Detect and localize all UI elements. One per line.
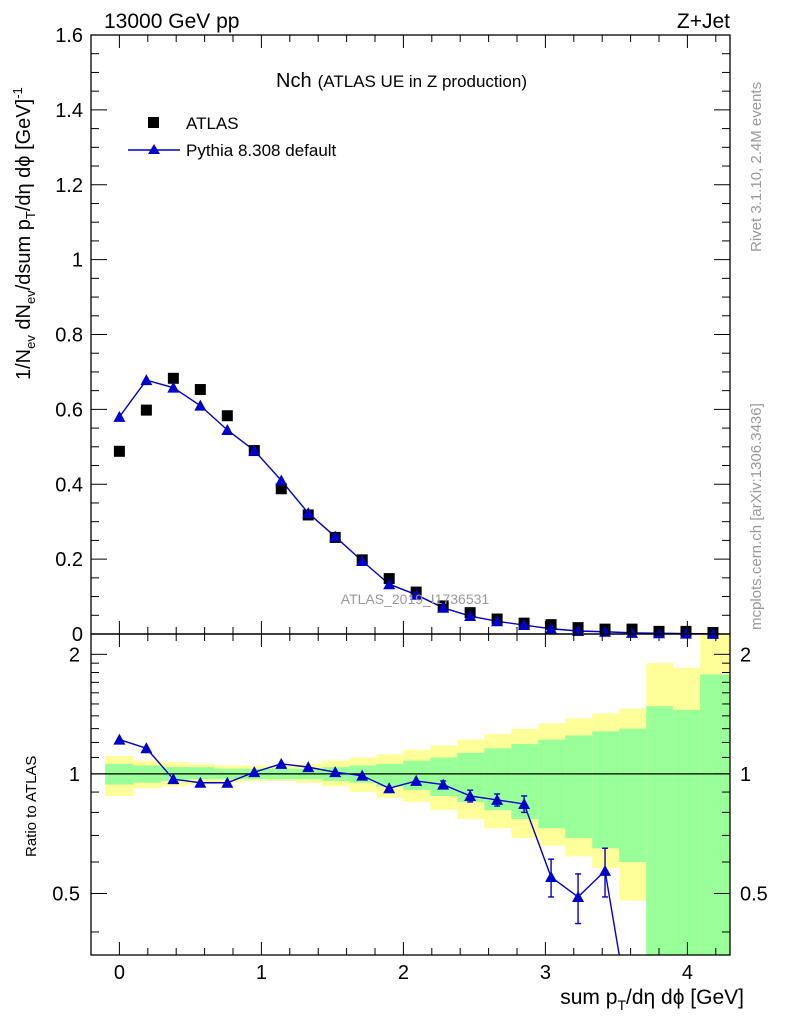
green-band xyxy=(538,739,566,829)
mc-point xyxy=(167,381,180,393)
ratio-point xyxy=(140,742,153,754)
ratio-point xyxy=(221,776,234,788)
mc-point xyxy=(410,588,423,600)
y-tick-label: 0.6 xyxy=(55,399,83,421)
y-tick-label: 1.2 xyxy=(55,175,83,197)
ratio-point xyxy=(248,766,261,778)
x-axis-label: sum pT/dη dϕ [GeV] xyxy=(560,986,744,1013)
x-tick-label: 4 xyxy=(682,962,693,984)
data-point xyxy=(167,372,179,384)
green-band xyxy=(673,709,701,955)
ratio-y-axis-label: Ratio to ATLAS xyxy=(23,756,40,857)
ratio-point xyxy=(275,757,288,769)
ratio-tick-label-left: 0.5 xyxy=(52,883,80,905)
legend-data-label: ATLAS xyxy=(186,114,239,133)
y-tick-label: 1.6 xyxy=(55,25,83,47)
mc-point xyxy=(518,619,531,631)
mc-point xyxy=(302,507,315,519)
y-tick-label: 1.4 xyxy=(55,100,83,122)
ratio-point xyxy=(599,864,612,876)
data-point xyxy=(113,445,125,457)
mc-point xyxy=(626,626,639,638)
mc-point xyxy=(437,601,450,613)
ratio-point xyxy=(167,773,180,785)
data-point xyxy=(140,404,152,416)
green-band xyxy=(187,767,216,780)
data-point xyxy=(275,483,287,495)
ratio-tick-label-right: 1 xyxy=(740,764,751,786)
header-left: 13000 GeV pp xyxy=(104,10,239,33)
mc-point xyxy=(491,615,504,627)
ratio-point xyxy=(437,778,450,790)
ratio-point xyxy=(194,776,207,788)
ratio-point xyxy=(356,769,369,781)
mc-point xyxy=(221,423,234,435)
side-mcplots-info: mcplots.cern.ch [arXiv:1306.3436] xyxy=(748,403,765,630)
header-right: Z+Jet xyxy=(677,10,730,33)
y-tick-label: 0 xyxy=(72,624,83,646)
ratio-point xyxy=(491,793,504,805)
mc-point xyxy=(545,622,558,634)
green-band xyxy=(646,706,674,955)
mc-point xyxy=(329,530,342,542)
ratio-point xyxy=(545,871,558,883)
legend-data-marker xyxy=(148,117,159,128)
mc-point xyxy=(383,578,396,590)
green-band xyxy=(376,763,404,787)
x-tick-label: 0 xyxy=(114,962,125,984)
ratio-point xyxy=(302,761,315,773)
data-point xyxy=(221,410,233,422)
ratio-line xyxy=(119,738,620,955)
ratio-point xyxy=(464,789,477,801)
x-tick-label: 3 xyxy=(540,962,551,984)
x-tick-label: 2 xyxy=(398,962,409,984)
green-band xyxy=(700,674,730,955)
legend-mc-label: Pythia 8.308 default xyxy=(186,141,337,160)
analysis-watermark: ATLAS_2019_I1736531 xyxy=(341,591,490,607)
ratio-frame xyxy=(90,633,731,956)
ratio-point xyxy=(113,733,126,745)
ratio-tick-label-left: 1 xyxy=(69,764,80,786)
green-band xyxy=(592,731,620,849)
mc-point xyxy=(113,410,126,422)
ratio-tick-label-right: 2 xyxy=(740,644,751,666)
ratio-point xyxy=(383,782,396,794)
ratio-point xyxy=(572,890,585,902)
ratio-point xyxy=(410,774,423,786)
uncertainty-bands xyxy=(91,634,730,955)
green-band xyxy=(619,728,647,863)
y-tick-label: 0.4 xyxy=(55,474,83,496)
side-rivet-info: Rivet 3.1.10, 2.4M events xyxy=(748,82,765,252)
axes: 0 1 2 3 4 0 0.2 0.4 0.6 0.8 1 1.2 1.4 1.6 0.5 0.5 1 1 2 2 xyxy=(52,25,768,984)
ratio-tick-label-left: 2 xyxy=(69,644,80,666)
mc-point xyxy=(140,374,153,386)
data-point xyxy=(194,384,206,396)
mc-point xyxy=(572,625,585,637)
chart-title: Nch (ATLAS UE in Z production) xyxy=(276,70,527,92)
legend-mc-marker xyxy=(148,144,160,154)
y-axis-label: 1/Nev dNev/dsum pT/dη dϕ [GeV]-1 xyxy=(10,87,38,380)
x-tick-label: 1 xyxy=(256,962,267,984)
green-band xyxy=(430,757,458,796)
green-band xyxy=(565,735,593,838)
ratio-point xyxy=(518,797,531,809)
y-tick-label: 0.8 xyxy=(55,325,83,347)
mc-point xyxy=(679,627,692,639)
mc-point xyxy=(464,610,477,622)
ratio-tick-label-right: 0.5 xyxy=(740,883,768,905)
y-tick-label: 0.2 xyxy=(55,549,83,571)
ratio-series xyxy=(113,733,620,955)
mc-point xyxy=(194,399,207,411)
y-tick-label: 1 xyxy=(72,250,83,272)
mc-point xyxy=(248,444,261,456)
mc-point xyxy=(275,474,288,486)
mc-point xyxy=(356,554,369,566)
ratio-point xyxy=(329,766,342,778)
